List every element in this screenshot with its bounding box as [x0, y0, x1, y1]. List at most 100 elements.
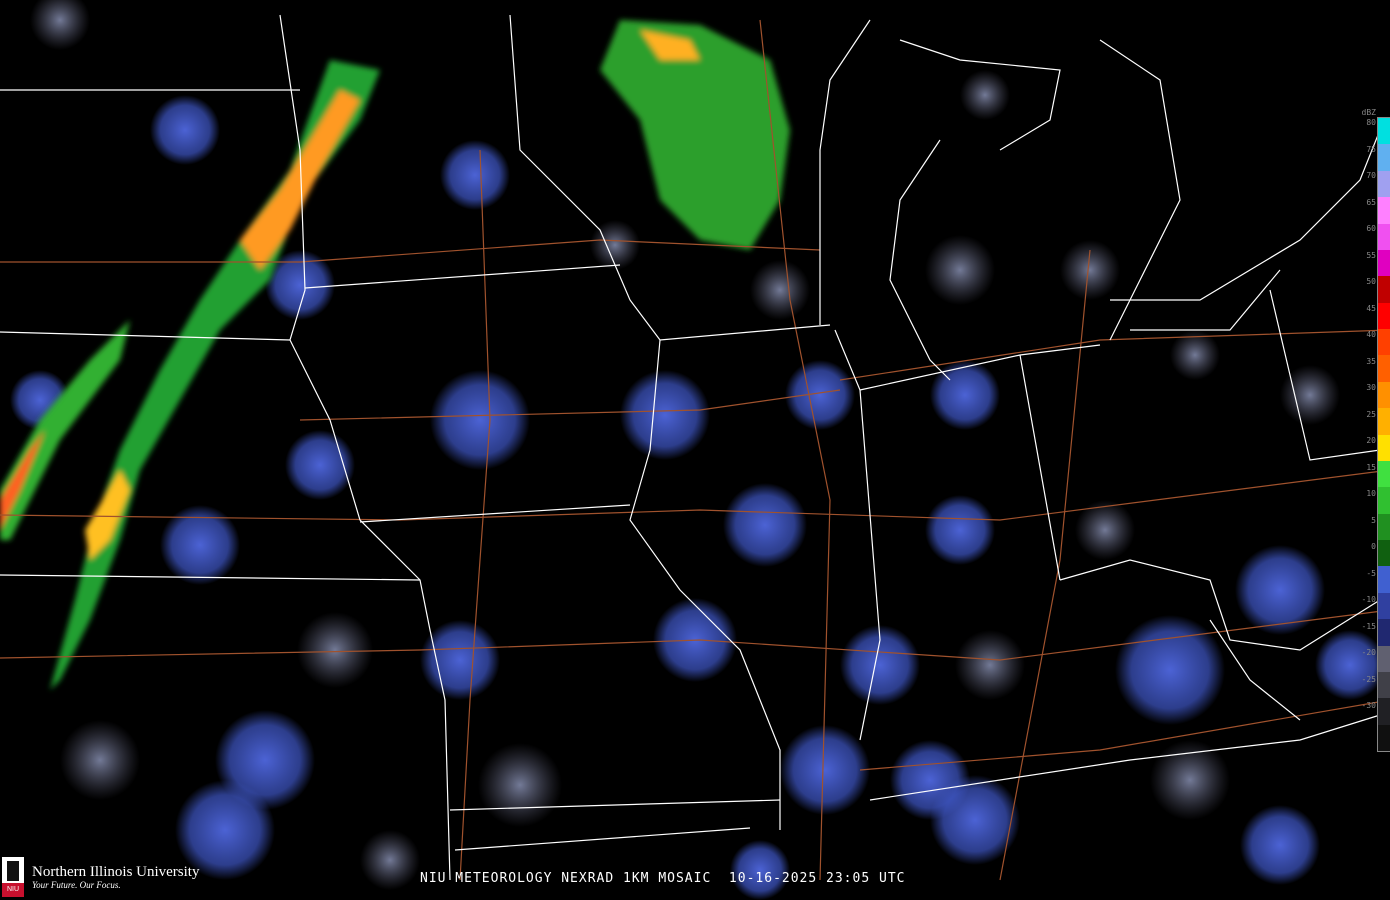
legend-color-swatch: [1378, 408, 1390, 435]
legend-tick-label: -5: [1366, 568, 1376, 578]
radar-site-echo: [60, 720, 140, 800]
radar-site-echo: [1075, 500, 1135, 560]
legend-color-swatch: [1378, 276, 1390, 303]
legend-tick-label: -25: [1361, 674, 1376, 684]
radar-site-echo: [175, 780, 275, 880]
radar-site-echo: [730, 840, 790, 900]
legend-tick-labels: dBZ 80 75 70 65 60 55 50 45 40 35 30 25 20 15 10 5 0 -5 -1…: [1352, 108, 1376, 748]
legend-color-swatch: [1378, 592, 1390, 620]
legend-color-swatch: [1378, 302, 1390, 329]
highways: [0, 19, 1390, 881]
squall-line-core-south: [85, 470, 130, 560]
legend-tick-label: 55: [1366, 250, 1376, 260]
legend-color-swatch: [1378, 487, 1390, 514]
legend-color-swatch: [1378, 144, 1390, 171]
legend-tick-label: 45: [1366, 303, 1376, 313]
legend-color-swatch: [1378, 566, 1390, 593]
radar-site-echo: [30, 0, 90, 50]
radar-site-echo: [1150, 740, 1230, 820]
legend-color-swatch: [1378, 434, 1390, 461]
squall-line-main: [50, 60, 380, 690]
radar-site-echo: [1315, 630, 1385, 700]
logo-badge: NIU: [2, 883, 24, 897]
legend-tick-label: -30: [1361, 701, 1376, 710]
radar-site-echo: [160, 505, 240, 585]
legend-tick-label: 10: [1366, 489, 1376, 498]
radar-site-echo: [265, 250, 335, 320]
storm-echoes: [0, 20, 790, 690]
legend-tick-label: 75: [1366, 144, 1376, 154]
radar-site-echo: [285, 430, 355, 500]
legend-tick-label: 20: [1366, 436, 1376, 445]
radar-site-echo: [723, 483, 807, 567]
legend-color-swatch: [1378, 223, 1390, 250]
radar-site-echo: [360, 830, 420, 890]
radar-site-echo: [1235, 545, 1325, 635]
radar-site-echo: [1115, 615, 1225, 725]
legend-tick-label: -20: [1361, 648, 1376, 657]
logo-tagline: Your Future. Our Focus.: [32, 880, 121, 890]
legend-color-swatch: [1378, 619, 1390, 646]
legend-tick-label: 35: [1366, 356, 1376, 366]
legend-color-swatch: [1378, 329, 1390, 356]
radar-site-echo: [590, 220, 640, 270]
legend-color-swatch: [1378, 540, 1390, 567]
legend-color-swatch: [1378, 170, 1390, 198]
legend-tick-label: 15: [1366, 462, 1376, 472]
legend-color-swatch: [1378, 645, 1390, 672]
northern-wi-core: [640, 30, 700, 60]
radar-site-echo: [1170, 330, 1220, 380]
legend-color-swatch: [1378, 118, 1390, 145]
legend-tick-label: -10: [1361, 595, 1376, 604]
legend-tick-label: 0: [1371, 542, 1376, 551]
legend-color-swatch: [1378, 513, 1390, 540]
radar-site-echo: [1060, 240, 1120, 300]
radar-site-echo: [780, 725, 870, 815]
niu-seal-icon: NIU: [2, 857, 24, 897]
legend-color-swatch: [1378, 197, 1390, 224]
radar-site-echo: [420, 620, 500, 700]
radar-site-echo: [840, 625, 920, 705]
radar-site-echo: [620, 370, 710, 460]
reflectivity-color-scale: [1377, 117, 1390, 752]
legend-tick-label: 65: [1366, 197, 1376, 207]
legend-color-swatch: [1378, 249, 1390, 277]
legend-tick-label: 60: [1366, 224, 1376, 233]
legend-tick-label: 50: [1366, 277, 1376, 286]
radar-site-echo: [925, 235, 995, 305]
radar-site-echo: [1280, 365, 1340, 425]
legend-color-swatch: [1378, 381, 1390, 409]
legend-tick-label: 25: [1366, 409, 1376, 419]
legend-tick-label: 30: [1366, 383, 1376, 392]
legend-tick-label: 70: [1366, 171, 1376, 180]
west-line-core: [0, 430, 45, 530]
legend-color-swatch: [1378, 671, 1390, 699]
state-borders: [0, 14, 1381, 881]
radar-site-echo: [960, 70, 1010, 120]
legend-tick-label: -15: [1361, 621, 1376, 631]
radar-site-echo: [150, 95, 220, 165]
radar-site-echo: [785, 360, 855, 430]
map-caption: NIU METEOROLOGY NEXRAD 1KM MOSAIC 10-16-…: [420, 871, 906, 886]
legend-unit: dBZ: [1361, 108, 1376, 117]
radar-site-echo: [955, 630, 1025, 700]
legend-color-swatch: [1378, 355, 1390, 382]
legend-color-swatch: [1378, 698, 1390, 725]
legend-tick-label: 40: [1366, 330, 1376, 339]
logo-name: Northern Illinois University: [32, 864, 200, 880]
radar-site-echo: [440, 140, 510, 210]
niu-logo: NIU Northern Illinois University Your Fu…: [2, 857, 199, 897]
radar-site-echo: [750, 260, 810, 320]
radar-site-echo: [297, 612, 373, 688]
legend-color-swatch: [1378, 460, 1390, 488]
legend-tick-label: 5: [1371, 515, 1376, 525]
west-line: [0, 320, 130, 540]
northern-wi-cluster: [600, 20, 790, 250]
radar-site-echo: [430, 370, 530, 470]
radar-site-echo: [1240, 805, 1320, 885]
legend-color-swatch: [1378, 724, 1390, 751]
radar-site-echo: [478, 743, 562, 827]
squall-line-core: [240, 90, 360, 270]
radar-site-echo: [930, 775, 1020, 865]
